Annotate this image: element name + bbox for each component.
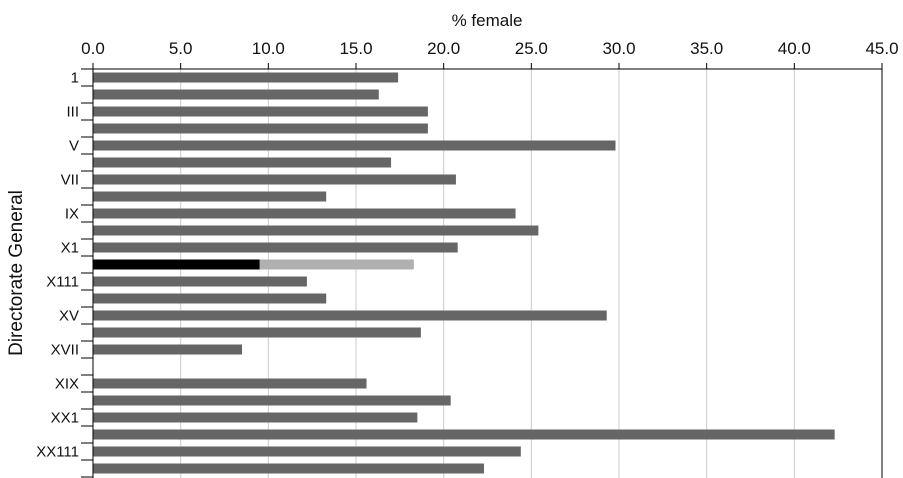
y-tick-label: V <box>69 138 79 155</box>
y-tick-label: XX111 <box>36 444 79 461</box>
x-axis-label: % female <box>452 11 523 30</box>
bar <box>93 276 307 287</box>
bar <box>93 395 451 406</box>
bar <box>93 225 539 236</box>
bar <box>93 191 327 202</box>
y-tick-label: XV <box>59 308 79 325</box>
bar <box>93 242 458 253</box>
bar <box>93 327 421 338</box>
grid-lines <box>180 69 795 478</box>
bar <box>93 106 428 117</box>
y-tick-label: XX1 <box>51 410 79 427</box>
x-tick-label: 35.0 <box>690 39 723 58</box>
x-tick-label: 10.0 <box>252 39 285 58</box>
x-tick-labels: 0.0 5.0 10.0 15.0 20.0 25.0 30.0 35.0 40.0 45.0 <box>81 39 898 58</box>
x-tick-label: 30.0 <box>602 39 635 58</box>
bar <box>93 344 243 355</box>
bar <box>93 72 399 83</box>
x-tick-label: 15.0 <box>339 39 372 58</box>
bar <box>93 293 327 304</box>
bar <box>93 412 418 423</box>
x-tick-label: 25.0 <box>515 39 548 58</box>
y-tick-label: X1 <box>61 240 79 257</box>
bar <box>93 463 484 474</box>
bar <box>93 89 379 100</box>
y-tick-label: XVII <box>51 342 79 359</box>
bar <box>93 123 428 134</box>
bar <box>93 208 516 219</box>
y-tick-label: 1 <box>71 70 79 87</box>
x-tick-label: 40.0 <box>778 39 811 58</box>
x-tick-label: 0.0 <box>81 39 105 58</box>
bar <box>93 174 456 185</box>
bar <box>93 310 607 321</box>
axes-group <box>81 63 883 478</box>
x-tick-label: 20.0 <box>427 39 460 58</box>
y-tick-labels: 1 III V VII IX X1 X111 XV XVII XIX XX1 XX111 <box>36 70 79 461</box>
bar <box>93 157 392 168</box>
bar <box>93 140 616 151</box>
y-tick-label: VII <box>61 172 79 189</box>
x-tick-label: 5.0 <box>169 39 193 58</box>
bar-highlight-dark <box>93 259 260 270</box>
y-tick-label: XIX <box>55 376 79 393</box>
y-tick-label: IX <box>65 206 79 223</box>
bars-group <box>93 72 835 474</box>
bar <box>93 446 521 457</box>
x-tick-label: 45.0 <box>865 39 898 58</box>
y-tick-label: X111 <box>46 274 79 291</box>
bar <box>93 429 835 440</box>
y-tick-label: III <box>66 104 79 121</box>
y-axis-label: Directorate General <box>6 190 27 356</box>
bar <box>93 378 367 389</box>
